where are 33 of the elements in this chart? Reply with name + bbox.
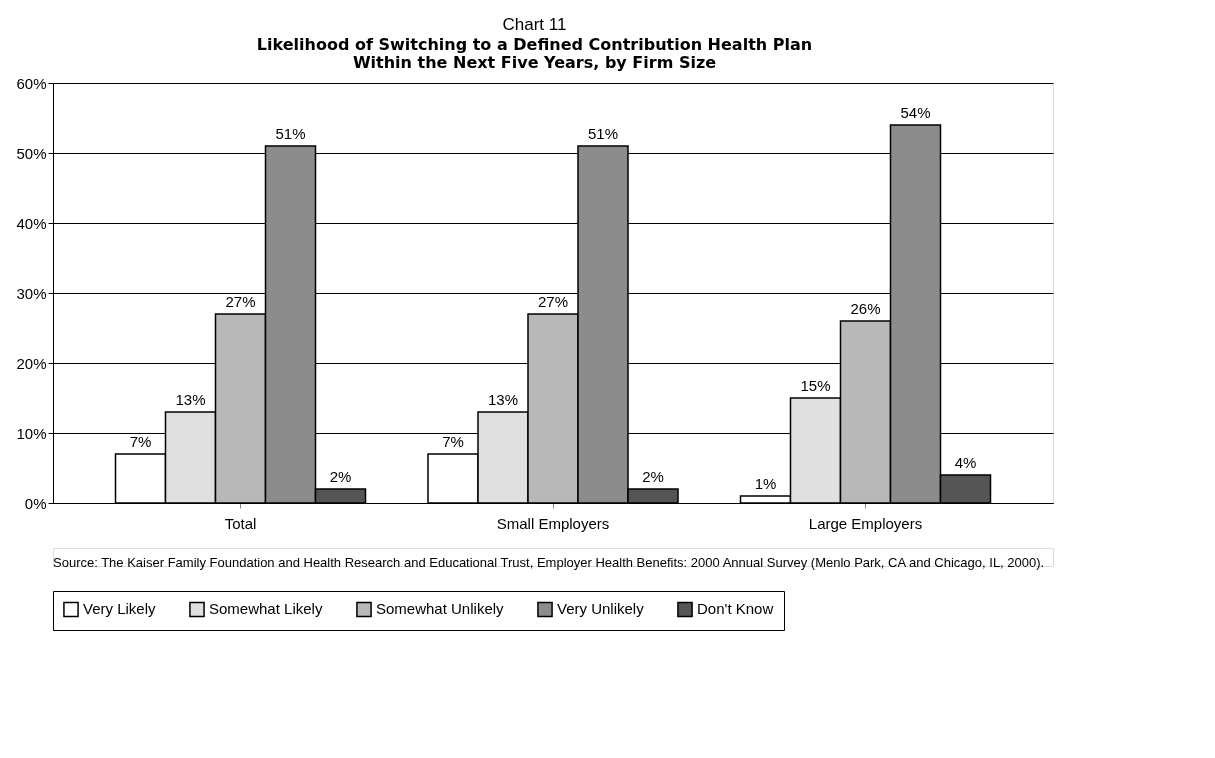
- legend-label: Very Unlikely: [557, 600, 645, 618]
- data-label: 26%: [850, 300, 881, 317]
- data-label: 27%: [537, 293, 569, 310]
- y-tick-label: 0%: [24, 494, 47, 512]
- chart-title: Chart 11: [502, 14, 567, 34]
- y-tick-label: 40%: [16, 214, 47, 232]
- data-label: 2%: [329, 468, 352, 485]
- y-tick-label: 60%: [16, 74, 47, 92]
- y-tick-label: 30%: [16, 284, 47, 302]
- data-label: 4%: [954, 454, 977, 471]
- y-tick-label: 50%: [16, 144, 47, 162]
- data-label: 7%: [129, 433, 152, 450]
- x-tick-label: Small Employers: [496, 514, 610, 532]
- legend-label: Don't Know: [697, 600, 774, 618]
- data-label: 15%: [800, 377, 831, 394]
- data-label: 2%: [642, 468, 664, 485]
- data-label: 27%: [225, 293, 256, 310]
- data-label: 54%: [900, 104, 931, 121]
- data-label: 1%: [754, 475, 777, 492]
- x-tick-label: Total: [224, 514, 257, 532]
- data-label: 51%: [275, 125, 306, 142]
- data-label: 13%: [175, 391, 206, 408]
- source-note: Source: The Kaiser Family Foundation and Health Research and Educational Trust, Employer Health Benefits: 2000 Annual Survey (Menlo Park, CA and Chicago, IL, 2000).: [53, 555, 1045, 570]
- data-label: 13%: [487, 391, 519, 408]
- legend-label: Somewhat Unlikely: [376, 600, 505, 618]
- legend-label: Somewhat Likely: [209, 600, 323, 618]
- legend-label: Very Likely: [83, 600, 157, 618]
- data-label: 51%: [587, 125, 619, 142]
- chart-subtitle: Likelihood of Switching to a Defined Contribution Health Plan Within the Next Five Years, by Firm Size: [256, 34, 813, 72]
- y-tick-label: 20%: [16, 354, 47, 372]
- x-tick-label: Large Employers: [808, 514, 923, 532]
- data-label: 7%: [442, 433, 464, 450]
- y-tick-label: 10%: [16, 424, 47, 442]
